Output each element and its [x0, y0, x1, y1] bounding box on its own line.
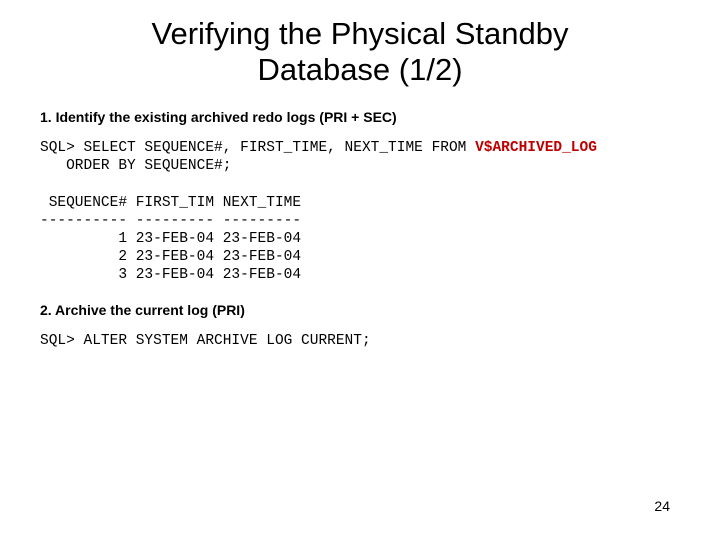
- sql-block-1: SQL> SELECT SEQUENCE#, FIRST_TIME, NEXT_…: [40, 139, 680, 175]
- result-row-1: 1 23-FEB-04 23-FEB-04: [40, 231, 301, 247]
- sql-block-2: SQL> ALTER SYSTEM ARCHIVE LOG CURRENT;: [40, 332, 680, 350]
- step-2-heading: 2. Archive the current log (PRI): [40, 302, 680, 318]
- slide: Verifying the Physical Standby Database …: [0, 0, 720, 540]
- slide-title: Verifying the Physical Standby Database …: [40, 16, 680, 87]
- result-divider: ---------- --------- ---------: [40, 213, 301, 229]
- page-number: 24: [654, 498, 670, 514]
- title-line-1: Verifying the Physical Standby: [151, 16, 568, 51]
- result-row-2: 2 23-FEB-04 23-FEB-04: [40, 249, 301, 265]
- title-line-2: Database (1/2): [257, 52, 462, 87]
- sql1-line2: ORDER BY SEQUENCE#;: [40, 158, 231, 174]
- sql2-line: SQL> ALTER SYSTEM ARCHIVE LOG CURRENT;: [40, 333, 371, 349]
- sql1-prefix: SQL> SELECT SEQUENCE#, FIRST_TIME, NEXT_…: [40, 140, 475, 156]
- result-block: SEQUENCE# FIRST_TIM NEXT_TIME ----------…: [40, 194, 680, 285]
- step-1-heading: 1. Identify the existing archived redo l…: [40, 109, 680, 125]
- sql1-highlight: V$ARCHIVED_LOG: [475, 140, 597, 156]
- result-header: SEQUENCE# FIRST_TIM NEXT_TIME: [40, 195, 301, 211]
- result-row-3: 3 23-FEB-04 23-FEB-04: [40, 267, 301, 283]
